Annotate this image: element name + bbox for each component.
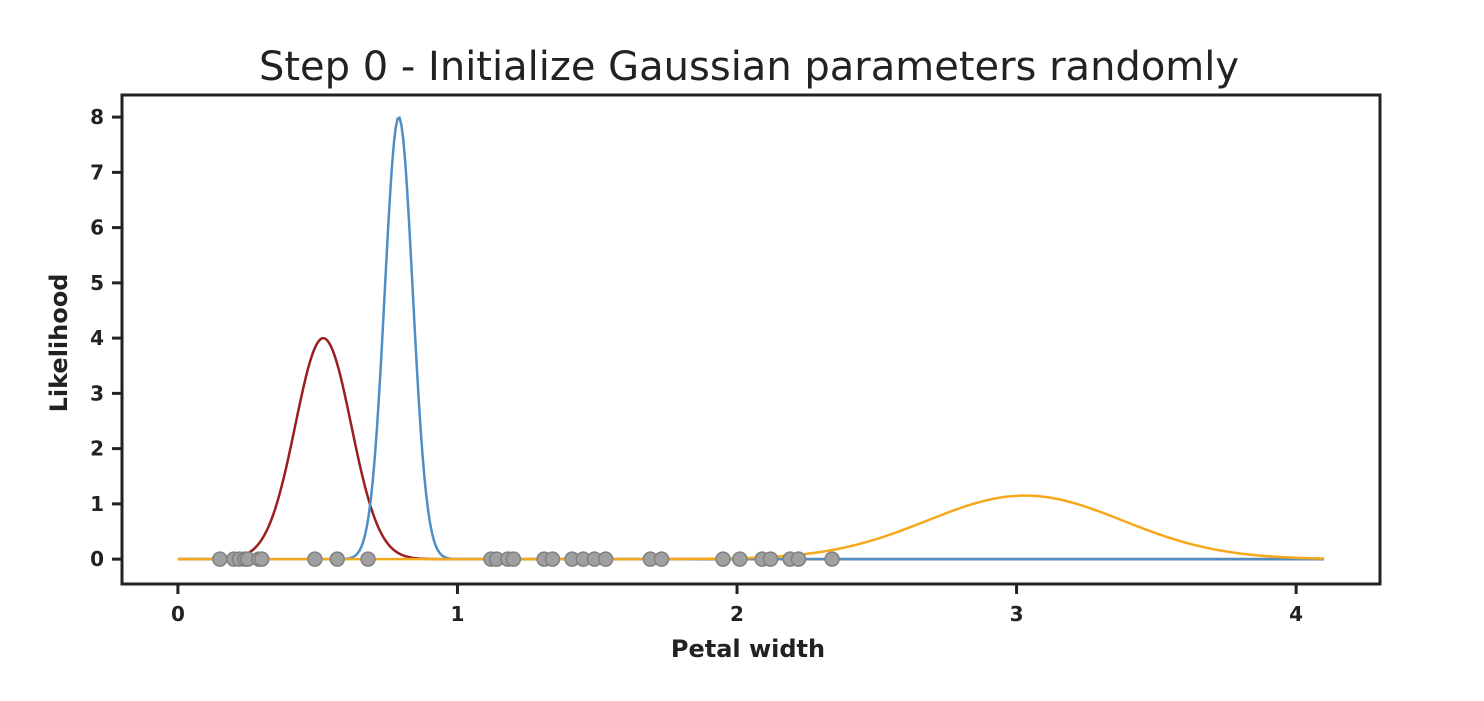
x-tick-label: 1 (451, 602, 465, 626)
x-tick-label: 4 (1289, 602, 1303, 626)
y-tick-label: 2 (90, 437, 104, 461)
data-point (732, 551, 748, 567)
x-axis-label: Petal width (671, 635, 825, 663)
gaussian-curve-2 (177, 115, 1325, 561)
y-tick-label: 3 (90, 381, 104, 405)
data-point (824, 551, 840, 567)
curve-layer (177, 115, 1325, 561)
data-point (505, 551, 522, 567)
y-tick-label: 6 (90, 216, 104, 240)
data-point (212, 551, 228, 567)
x-axis: 0 1 2 3 4 (171, 584, 1303, 626)
y-tick-label: 4 (90, 326, 104, 350)
gaussian-curve-1 (177, 336, 1325, 561)
data-point (544, 551, 561, 567)
data-point (762, 551, 779, 567)
data-point (360, 551, 376, 567)
y-tick-label: 1 (90, 492, 104, 516)
data-point (653, 551, 670, 567)
data-point (307, 551, 323, 567)
y-tick-label: 5 (90, 271, 104, 295)
y-tick-label: 7 (90, 160, 104, 184)
plot-frame (120, 93, 1382, 586)
x-tick-label: 0 (171, 602, 185, 626)
y-tick-label: 8 (90, 105, 104, 129)
data-points-layer (212, 551, 840, 567)
data-point (329, 551, 346, 567)
data-point (254, 551, 270, 567)
x-tick-label: 2 (730, 602, 744, 626)
y-axis: 0 1 2 3 4 5 6 7 8 (90, 105, 122, 571)
data-point (790, 551, 807, 567)
data-point (597, 551, 614, 567)
gaussian-curve-3 (177, 494, 1325, 561)
y-axis-label: Likelihood (45, 274, 73, 413)
y-tick-label: 0 (90, 547, 104, 571)
data-point (715, 551, 731, 567)
x-tick-label: 3 (1010, 602, 1024, 626)
chart-title: Step 0 - Initialize Gaussian parameters … (259, 44, 1239, 90)
